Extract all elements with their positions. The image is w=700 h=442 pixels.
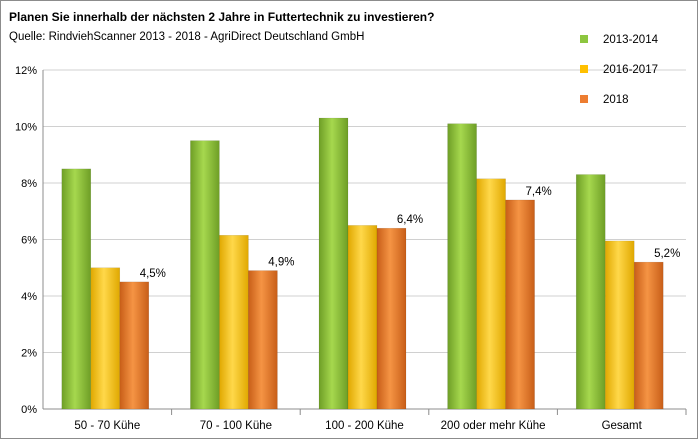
- x-category-label: 100 - 200 Kühe: [325, 420, 404, 432]
- legend-label: 2016-2017: [603, 64, 658, 76]
- legend-label: 2018: [603, 94, 629, 106]
- data-label: 4,9%: [268, 257, 294, 269]
- legend-swatch: [580, 35, 588, 43]
- x-axis-categories: 50 - 70 Kühe 70 - 100 Kühe 100 - 200 Kühe 2…: [74, 420, 642, 432]
- bar-2016-2017: [90, 267, 121, 410]
- bar-2018: [505, 199, 535, 410]
- bar-2018: [119, 281, 150, 410]
- gridlines: [42, 69, 687, 415]
- bar-2013-2014: [190, 140, 220, 410]
- bar-2013-2014: [318, 117, 349, 410]
- y-tick-label: 2%: [21, 348, 37, 360]
- legend-swatch: [580, 95, 588, 103]
- legend-label: 2013-2014: [603, 34, 659, 46]
- x-category-label: Gesamt: [602, 420, 643, 432]
- bar-2018: [376, 227, 407, 410]
- x-category-label: 70 - 100 Kühe: [200, 420, 272, 432]
- bar-2013-2014: [61, 168, 92, 410]
- bar-2016-2017: [347, 225, 378, 410]
- bar-2018: [633, 261, 664, 410]
- y-tick-label: 4%: [21, 291, 37, 303]
- legend: 2013-2014 2016-2017 2018: [580, 34, 659, 106]
- bar-2016-2017: [219, 235, 249, 410]
- y-axis-ticks: 0% 2% 4% 6% 8% 10% 12%: [15, 65, 37, 416]
- bar-2016-2017: [476, 178, 506, 410]
- bars: 4,5% 4,9% 6,4% 7,4% 5,2%: [61, 117, 680, 410]
- bar-2013-2014: [575, 174, 606, 410]
- bar-2018: [248, 270, 278, 410]
- chart-subtitle: Quelle: RindviehScanner 2013 - 2018 - Ag…: [9, 31, 364, 43]
- data-label: 5,2%: [654, 248, 680, 260]
- y-tick-label: 10%: [15, 122, 37, 134]
- chart-title: Planen Sie innerhalb der nächsten 2 Jahr…: [9, 10, 434, 24]
- y-tick-label: 6%: [21, 235, 37, 247]
- y-tick-label: 8%: [21, 178, 37, 190]
- x-category-label: 50 - 70 Kühe: [74, 420, 140, 432]
- y-tick-label: 12%: [15, 65, 37, 77]
- data-label: 6,4%: [397, 214, 423, 226]
- legend-swatch: [580, 65, 588, 73]
- x-category-label: 200 oder mehr Kühe: [441, 420, 546, 432]
- data-label: 7,4%: [525, 186, 551, 198]
- bar-2013-2014: [447, 123, 477, 410]
- bar-2016-2017: [604, 240, 635, 410]
- y-tick-label: 0%: [21, 404, 37, 416]
- data-label: 4,5%: [140, 268, 166, 280]
